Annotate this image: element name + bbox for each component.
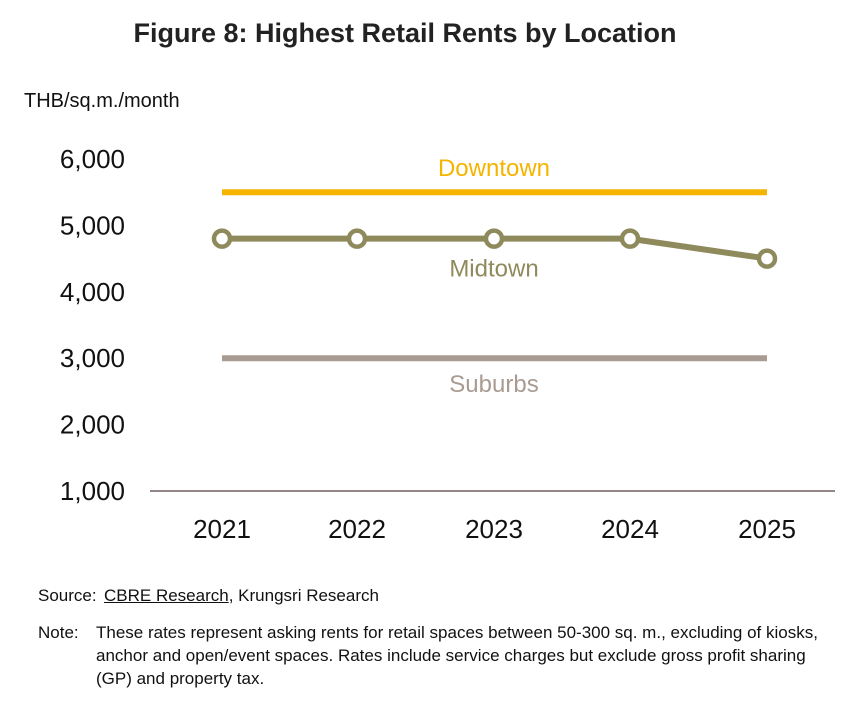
source-link-cbre[interactable]: CBRE Research: [104, 586, 229, 605]
series-marker-midtown: [756, 248, 778, 269]
x-tick-label: 2025: [738, 514, 796, 544]
series-marker-midtown: [346, 228, 368, 249]
y-tick-label: 3,000: [60, 343, 125, 373]
source-line: Source: CBRE Research, Krungsri Research: [38, 586, 379, 606]
y-tick-label: 6,000: [60, 144, 125, 174]
note-block: Note: These rates represent asking rents…: [38, 621, 836, 690]
x-tick-label: 2023: [465, 514, 523, 544]
series-label-suburbs: Suburbs: [449, 371, 538, 398]
chart-title: Figure 8: Highest Retail Rents by Locati…: [133, 18, 677, 48]
source-rest: , Krungsri Research: [228, 586, 379, 605]
series-label-midtown: Midtown: [449, 256, 538, 283]
note-label: Note:: [38, 623, 79, 642]
y-axis-unit-label: THB/sq.m./month: [24, 90, 180, 112]
source-label: Source:: [38, 586, 97, 605]
series-label-downtown: Downtown: [438, 155, 550, 182]
x-tick-label: 2022: [328, 514, 386, 544]
y-tick-label: 4,000: [60, 277, 125, 307]
y-tick-label: 1,000: [60, 476, 125, 506]
x-tick-label: 2021: [193, 514, 251, 544]
x-tick-label: 2024: [601, 514, 659, 544]
series-marker-midtown: [211, 228, 233, 249]
series-marker-midtown: [619, 228, 641, 249]
y-tick-label: 5,000: [60, 210, 125, 240]
series-marker-midtown: [483, 228, 505, 249]
note-text: These rates represent asking rents for r…: [96, 623, 818, 688]
y-tick-label: 2,000: [60, 410, 125, 440]
